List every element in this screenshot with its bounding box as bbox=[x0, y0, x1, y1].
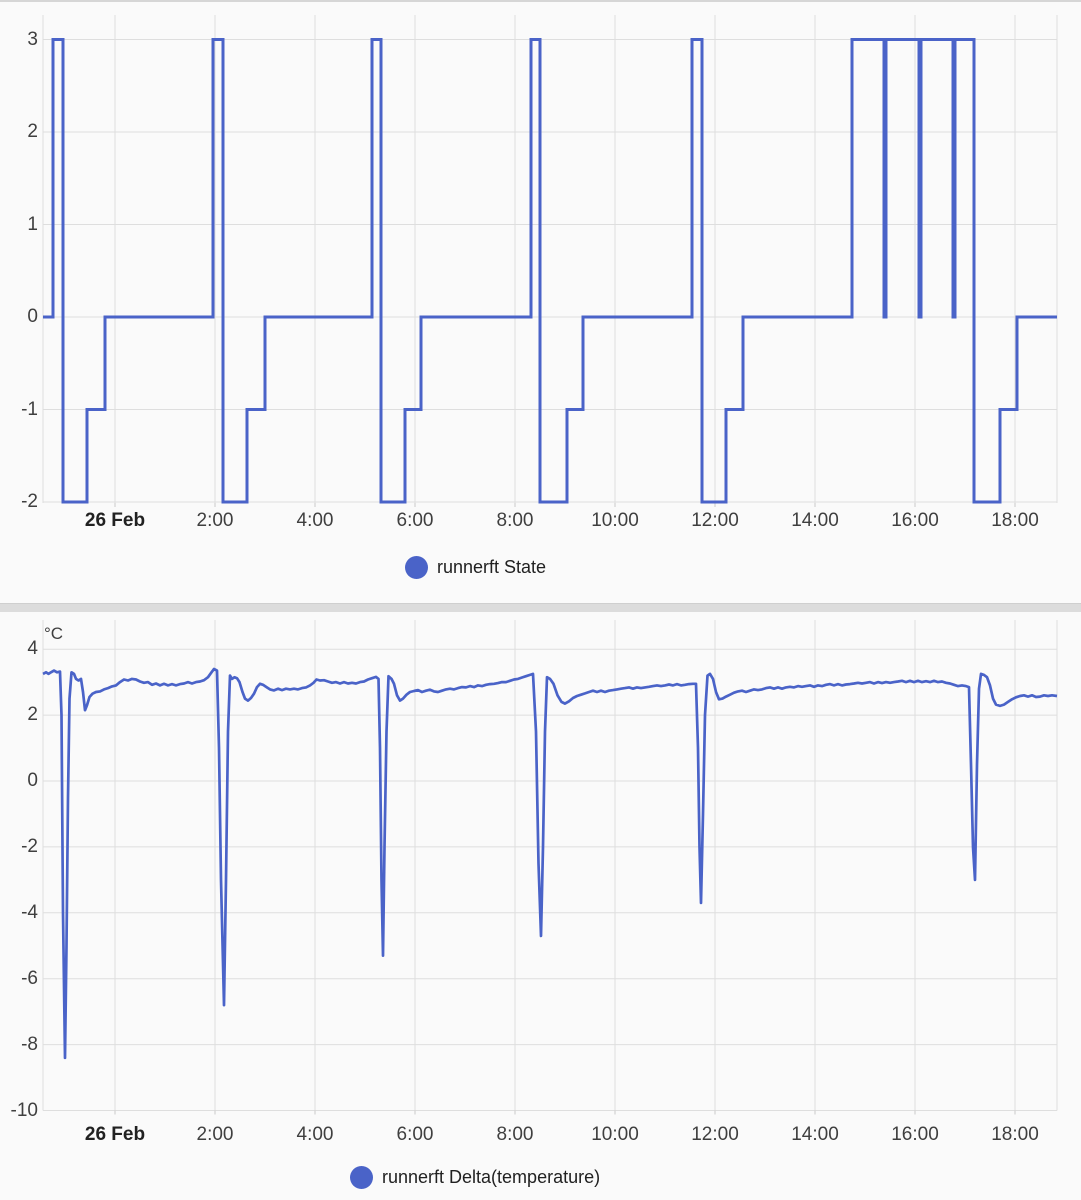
y-tick-label: -2 bbox=[21, 835, 38, 857]
x-tick-label: 4:00 bbox=[296, 1124, 334, 1145]
x-tick-label: 4:00 bbox=[296, 510, 334, 531]
y-tick-label: 0 bbox=[27, 770, 38, 791]
x-tick-label: 2:00 bbox=[196, 510, 234, 531]
y-tick-label: 1 bbox=[27, 213, 38, 235]
y-tick-label: 3 bbox=[27, 28, 38, 50]
y-tick-label: 2 bbox=[27, 704, 38, 726]
x-tick-label: 14:00 bbox=[791, 510, 839, 531]
y-tick-label: -10 bbox=[10, 1099, 38, 1121]
x-tick-label: 18:00 bbox=[991, 510, 1039, 531]
x-tick-label: 6:00 bbox=[396, 1124, 434, 1145]
x-tick-label: 8:00 bbox=[496, 1124, 534, 1145]
y-tick-label: -1 bbox=[21, 398, 38, 420]
x-tick-label: 2:00 bbox=[196, 1124, 234, 1145]
x-tick-label: 26 Feb bbox=[84, 1124, 146, 1145]
x-tick-label: 6:00 bbox=[396, 510, 434, 531]
x-tick-label: 12:00 bbox=[691, 1124, 739, 1145]
x-tick-label: 12:00 bbox=[691, 510, 739, 531]
series-color-dot bbox=[350, 1165, 373, 1189]
legend-label-state: runnerft State bbox=[437, 556, 547, 577]
y-axis-unit-label: °C bbox=[44, 624, 64, 643]
y-tick-label: 2 bbox=[27, 121, 38, 142]
x-tick-label: 26 Feb bbox=[84, 510, 146, 531]
y-tick-label: -8 bbox=[21, 1033, 38, 1055]
x-tick-label: 16:00 bbox=[891, 1124, 939, 1145]
x-tick-label: 14:00 bbox=[791, 1124, 839, 1145]
x-tick-label: 10:00 bbox=[591, 1124, 639, 1145]
panel-divider bbox=[0, 603, 1081, 612]
temperature-delta-history-series-line[interactable] bbox=[42, 667, 1058, 1060]
x-tick-label: 16:00 bbox=[891, 510, 939, 531]
series-color-dot bbox=[405, 555, 428, 579]
legend-item-state[interactable]: runnerft State bbox=[405, 555, 546, 579]
page-top-border bbox=[0, 0, 1081, 2]
state-history-series-line[interactable] bbox=[43, 38, 1057, 504]
x-tick-label: 10:00 bbox=[591, 510, 639, 531]
x-tick-label: 18:00 bbox=[991, 1124, 1039, 1145]
y-tick-label: 4 bbox=[27, 638, 38, 660]
y-tick-label: -2 bbox=[21, 491, 38, 512]
y-tick-label: -6 bbox=[21, 967, 38, 989]
legend-label-temperature-delta: runnerft Delta(temperature) bbox=[382, 1166, 601, 1187]
y-tick-label: -4 bbox=[21, 901, 38, 923]
x-tick-label: 8:00 bbox=[496, 510, 534, 531]
y-tick-label: 0 bbox=[27, 306, 38, 327]
legend-item-temperature-delta[interactable]: runnerft Delta(temperature) bbox=[350, 1165, 600, 1189]
